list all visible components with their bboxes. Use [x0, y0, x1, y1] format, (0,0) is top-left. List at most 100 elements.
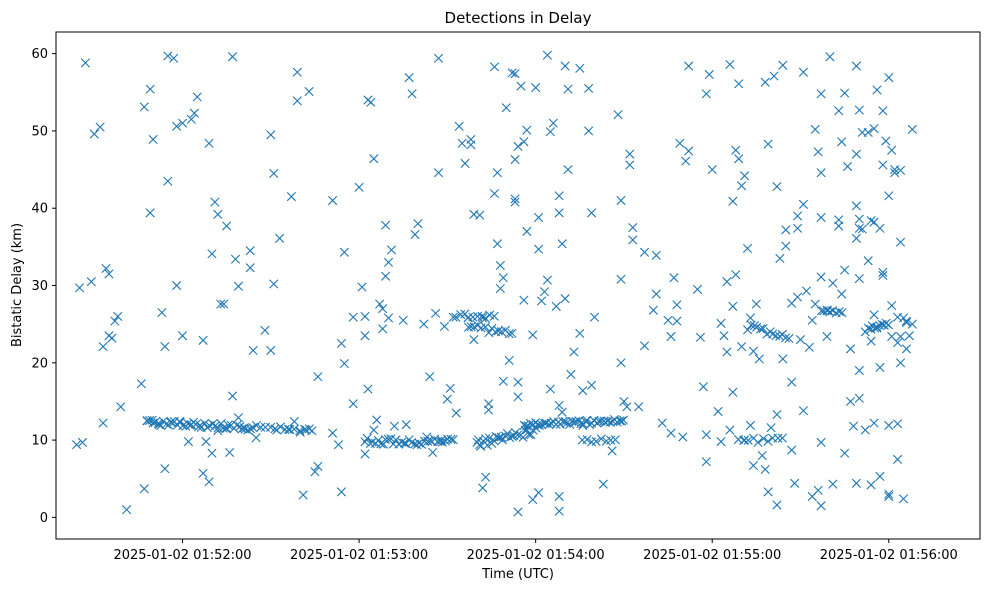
data-point: [260, 325, 270, 335]
data-point: [842, 161, 853, 172]
data-point: [472, 311, 483, 321]
data-point: [881, 136, 891, 146]
data-point: [763, 487, 773, 497]
data-point: [534, 212, 544, 223]
data-point: [336, 487, 347, 497]
data-point: [161, 419, 171, 429]
data-point: [884, 191, 894, 201]
data-point: [745, 313, 756, 323]
data-point: [292, 67, 302, 77]
data-point: [163, 176, 173, 186]
data-point: [872, 85, 882, 95]
data-point: [433, 168, 444, 178]
data-point: [616, 358, 626, 368]
data-point: [725, 59, 735, 70]
data-point: [875, 362, 885, 373]
data-point: [567, 416, 577, 427]
data-point: [269, 279, 279, 289]
data-point: [758, 323, 768, 334]
data-point: [596, 434, 606, 444]
data-point: [183, 437, 194, 447]
data-point: [578, 386, 588, 396]
data-point: [845, 396, 856, 407]
data-point: [446, 434, 456, 444]
data-point: [837, 289, 847, 299]
data-point: [790, 478, 800, 488]
data-point: [489, 188, 500, 199]
data-point: [854, 273, 864, 284]
data-point: [616, 274, 626, 284]
data-point: [657, 418, 667, 428]
data-point: [363, 384, 373, 394]
data-point: [860, 327, 870, 337]
data-point: [584, 126, 594, 136]
data-point: [743, 435, 753, 445]
data-point: [743, 325, 753, 335]
data-point: [534, 244, 544, 254]
data-point: [907, 124, 917, 134]
data-point: [378, 324, 388, 334]
data-point: [840, 448, 850, 458]
data-point: [451, 408, 461, 418]
data-point: [563, 164, 573, 175]
data-point: [554, 491, 564, 502]
data-point: [758, 433, 769, 444]
data-point: [189, 108, 199, 118]
data-point: [336, 338, 347, 349]
y-tick-label: 50: [31, 124, 48, 139]
data-point: [798, 67, 809, 77]
data-point: [840, 265, 850, 275]
data-point: [837, 137, 847, 147]
data-point: [513, 377, 523, 387]
data-point: [798, 199, 809, 209]
x-tick-label: 2025-01-02 01:55:00: [643, 548, 781, 563]
data-point: [95, 122, 105, 132]
y-axis: 0 10 20 30 40 50 60: [31, 47, 56, 526]
data-point: [383, 257, 394, 267]
data-point: [560, 61, 570, 71]
data-point: [678, 432, 688, 442]
data-point: [414, 438, 424, 448]
data-point: [456, 310, 466, 320]
data-point: [380, 271, 391, 281]
data-point: [778, 60, 788, 70]
data-point: [669, 273, 679, 283]
data-point: [722, 347, 732, 357]
data-point: [663, 315, 673, 325]
data-point: [895, 358, 906, 368]
data-point: [80, 58, 91, 68]
y-tick-label: 0: [40, 511, 48, 526]
data-point: [901, 318, 912, 328]
data-point: [825, 52, 835, 62]
y-tick-label: 60: [31, 47, 48, 62]
data-point: [289, 416, 299, 427]
data-point: [757, 450, 767, 461]
data-point: [798, 406, 809, 416]
chart-title: Detections in Delay: [445, 9, 592, 27]
data-point: [177, 118, 188, 128]
data-point: [270, 424, 280, 434]
data-point: [266, 345, 276, 356]
data-point: [232, 420, 242, 430]
data-point: [801, 286, 811, 296]
data-point: [586, 380, 597, 390]
data-point: [222, 221, 232, 231]
data-point: [398, 315, 408, 325]
data-point: [598, 479, 608, 489]
data-point: [781, 225, 791, 235]
data-point: [145, 84, 155, 94]
data-point: [419, 319, 429, 329]
data-point: [816, 501, 826, 511]
data-point: [478, 483, 488, 493]
data-point: [454, 121, 464, 131]
data-point: [145, 208, 155, 218]
data-point: [883, 320, 894, 330]
data-point: [439, 321, 450, 332]
data-point: [98, 418, 108, 428]
data-point: [575, 63, 585, 73]
data-point: [816, 89, 826, 99]
data-point: [737, 341, 747, 352]
y-axis-label: Bistatic Delay (km): [10, 223, 25, 347]
data-point: [893, 419, 903, 429]
data-point: [733, 434, 743, 445]
